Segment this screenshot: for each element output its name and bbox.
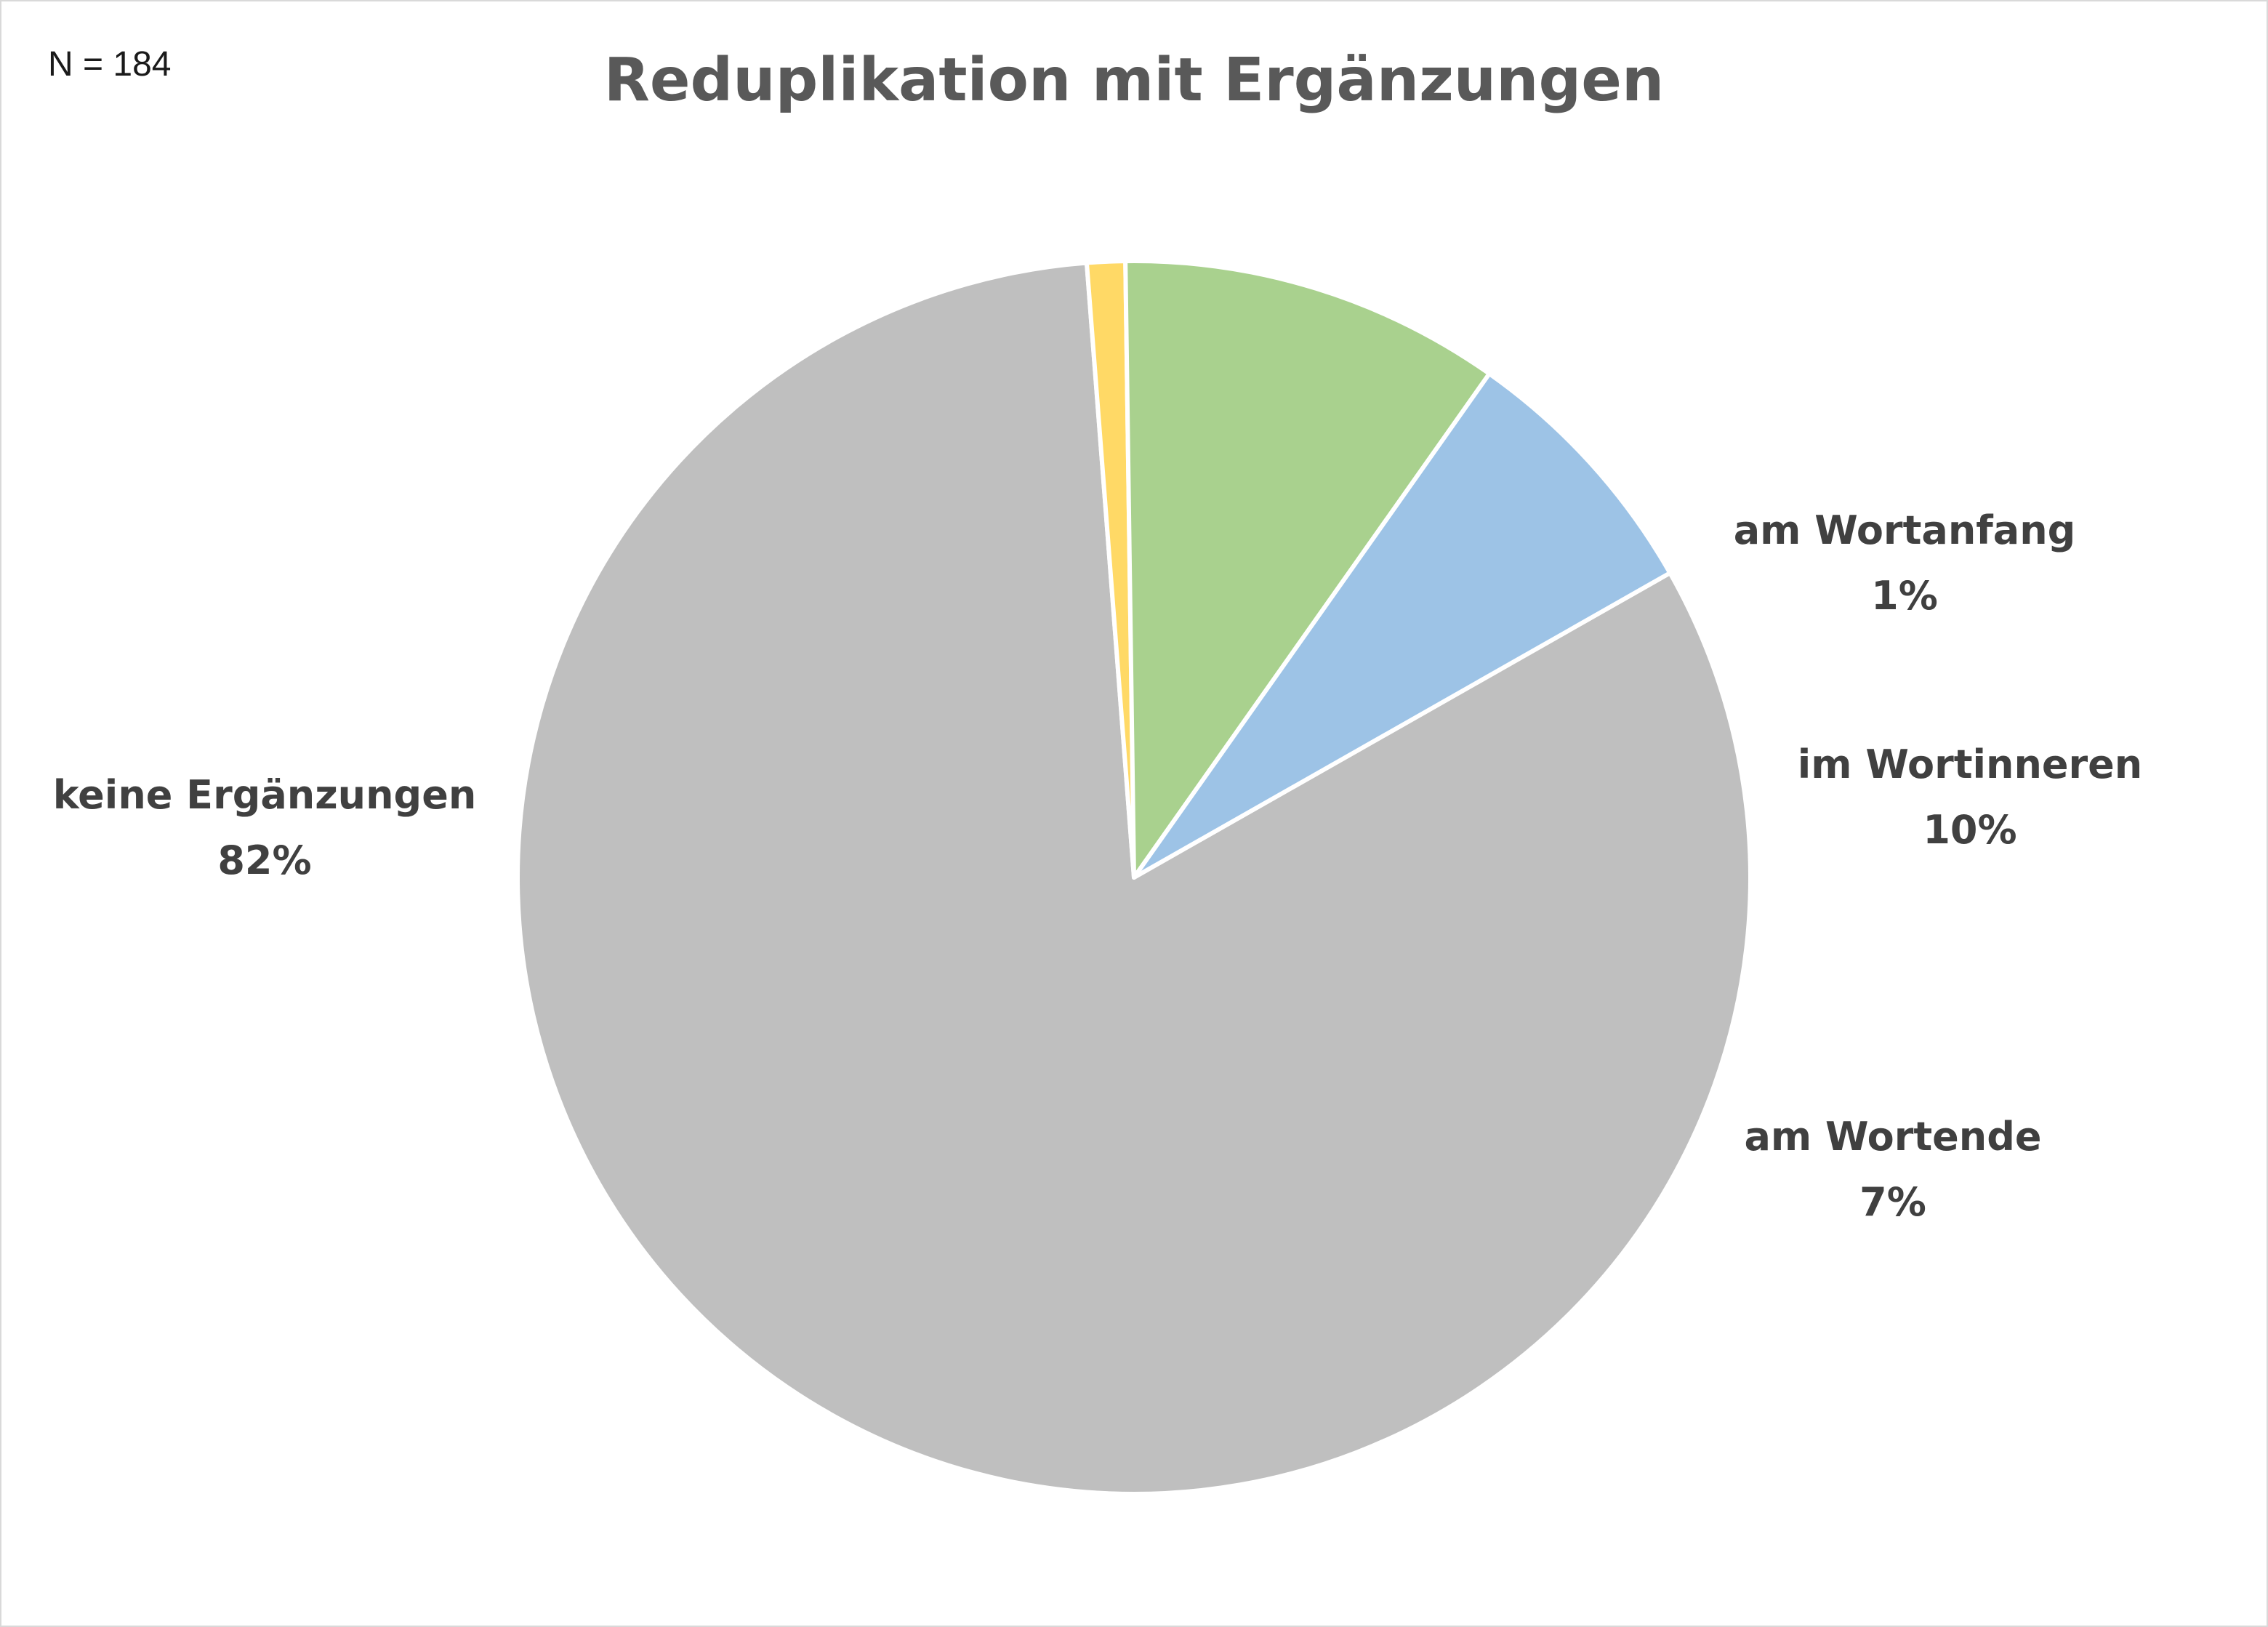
- slice-labels: keine Ergänzungen 82% am Wortanfang 1% im Wo…: [53, 507, 2143, 1225]
- sample-size-label: N = 184: [48, 45, 171, 84]
- pie-slices: [515, 259, 1753, 1496]
- slice-value-label-2: 10%: [1923, 807, 2016, 853]
- slice-label-1: am Wortanfang: [1734, 507, 2076, 553]
- pie-slice-3: [1132, 371, 1673, 880]
- slice-value-label-0: 82%: [217, 837, 311, 883]
- slice-label-0: keine Ergänzungen: [53, 772, 477, 818]
- slice-value-label-3: 7%: [1859, 1179, 1926, 1225]
- chart-title: Reduplikation mit Ergänzungen: [604, 46, 1665, 115]
- slice-value-label-1: 1%: [1871, 573, 1938, 619]
- slice-label-3: am Wortende: [1744, 1114, 2041, 1160]
- slice-label-2: im Wortinneren: [1798, 742, 2142, 787]
- pie-slice-2: [1123, 259, 1492, 880]
